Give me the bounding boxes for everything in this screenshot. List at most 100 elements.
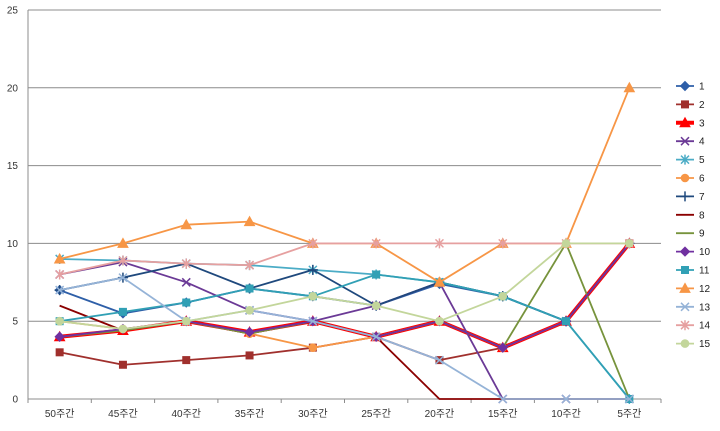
data-point bbox=[681, 100, 689, 109]
legend-label: 13 bbox=[699, 302, 711, 313]
x-tick-label: 30주간 bbox=[298, 408, 328, 420]
legend-label: 12 bbox=[699, 284, 711, 295]
legend-item: 1 bbox=[676, 80, 705, 93]
data-point bbox=[434, 355, 444, 365]
series-line bbox=[59, 242, 631, 323]
data-point bbox=[308, 343, 318, 352]
data-point bbox=[180, 218, 193, 230]
data-point bbox=[498, 292, 508, 301]
legend-item: 4 bbox=[676, 136, 705, 148]
data-point bbox=[307, 264, 318, 275]
legend-label: 8 bbox=[699, 210, 705, 221]
data-point bbox=[371, 332, 381, 342]
series-8 bbox=[59, 304, 630, 400]
legend-label: 10 bbox=[699, 247, 711, 258]
legend-item: 5 bbox=[676, 154, 705, 166]
legend-label: 4 bbox=[699, 137, 705, 148]
legend-label: 11 bbox=[699, 266, 710, 277]
data-point bbox=[182, 298, 191, 307]
data-point bbox=[308, 292, 318, 301]
legend-item: 7 bbox=[676, 191, 705, 203]
data-point bbox=[561, 239, 571, 248]
legend-item: 6 bbox=[676, 174, 705, 185]
legend-label: 3 bbox=[699, 118, 705, 129]
legend-item: 14 bbox=[676, 320, 711, 332]
data-point bbox=[118, 360, 127, 369]
legend-label: 7 bbox=[699, 192, 705, 203]
data-point bbox=[245, 306, 254, 315]
data-point bbox=[55, 316, 64, 326]
series-line bbox=[59, 304, 630, 400]
legend-item: 10 bbox=[676, 246, 711, 258]
legend-label: 5 bbox=[699, 155, 705, 166]
legend-label: 14 bbox=[699, 321, 711, 332]
data-point bbox=[182, 356, 191, 365]
data-point bbox=[54, 331, 65, 342]
data-point bbox=[561, 394, 571, 404]
x-tick-label: 15주간 bbox=[488, 408, 518, 420]
data-point bbox=[680, 136, 690, 146]
legend-item: 11 bbox=[676, 266, 710, 277]
series-line bbox=[59, 242, 631, 350]
data-point bbox=[681, 266, 689, 274]
series-line bbox=[59, 276, 630, 400]
series-line bbox=[59, 242, 630, 276]
data-point bbox=[372, 270, 381, 279]
legend-item: 9 bbox=[676, 229, 705, 240]
series-line bbox=[59, 242, 630, 330]
data-point bbox=[680, 302, 690, 312]
legend-label: 15 bbox=[699, 339, 711, 350]
y-tick-label: 10 bbox=[7, 239, 19, 250]
data-point bbox=[181, 316, 191, 326]
series bbox=[53, 81, 636, 404]
legend-item: 3 bbox=[676, 116, 705, 129]
x-tick-label: 25주간 bbox=[361, 408, 391, 420]
data-point bbox=[680, 320, 690, 331]
data-point bbox=[562, 317, 571, 326]
data-point bbox=[498, 238, 508, 249]
data-point bbox=[679, 80, 691, 92]
data-point bbox=[53, 252, 66, 264]
x-tick-label: 20주간 bbox=[425, 408, 455, 420]
x-tick-label: 35주간 bbox=[235, 408, 265, 420]
series-3 bbox=[53, 237, 636, 353]
data-point bbox=[623, 81, 636, 93]
data-point bbox=[55, 285, 65, 295]
data-point bbox=[498, 394, 508, 404]
data-point bbox=[55, 269, 65, 280]
data-point bbox=[118, 255, 128, 266]
data-point bbox=[624, 394, 634, 404]
data-point bbox=[679, 116, 691, 128]
y-tick-label: 25 bbox=[7, 6, 19, 17]
series-13 bbox=[55, 273, 634, 404]
data-point bbox=[118, 307, 127, 316]
y-tick-label: 15 bbox=[7, 161, 19, 172]
data-point bbox=[55, 348, 64, 357]
series-10 bbox=[54, 238, 635, 353]
data-point bbox=[679, 282, 691, 293]
data-point bbox=[243, 215, 256, 227]
data-point bbox=[308, 316, 318, 326]
data-point bbox=[434, 238, 444, 249]
legend-item: 8 bbox=[676, 210, 705, 221]
x-tick-label: 40주간 bbox=[171, 408, 201, 420]
legend-label: 9 bbox=[699, 229, 705, 240]
data-point bbox=[680, 154, 690, 165]
data-point bbox=[625, 239, 634, 248]
legend-item: 13 bbox=[676, 302, 711, 313]
data-point bbox=[680, 339, 690, 348]
data-point bbox=[245, 351, 254, 360]
series-line bbox=[59, 87, 631, 284]
data-point bbox=[371, 238, 381, 249]
series-15 bbox=[55, 239, 634, 334]
y-tick-label: 0 bbox=[12, 395, 18, 406]
data-point bbox=[680, 191, 690, 202]
legend-item: 2 bbox=[676, 100, 705, 111]
data-point bbox=[433, 276, 446, 287]
data-point bbox=[181, 258, 191, 269]
data-point bbox=[308, 238, 318, 249]
data-point bbox=[118, 273, 128, 283]
